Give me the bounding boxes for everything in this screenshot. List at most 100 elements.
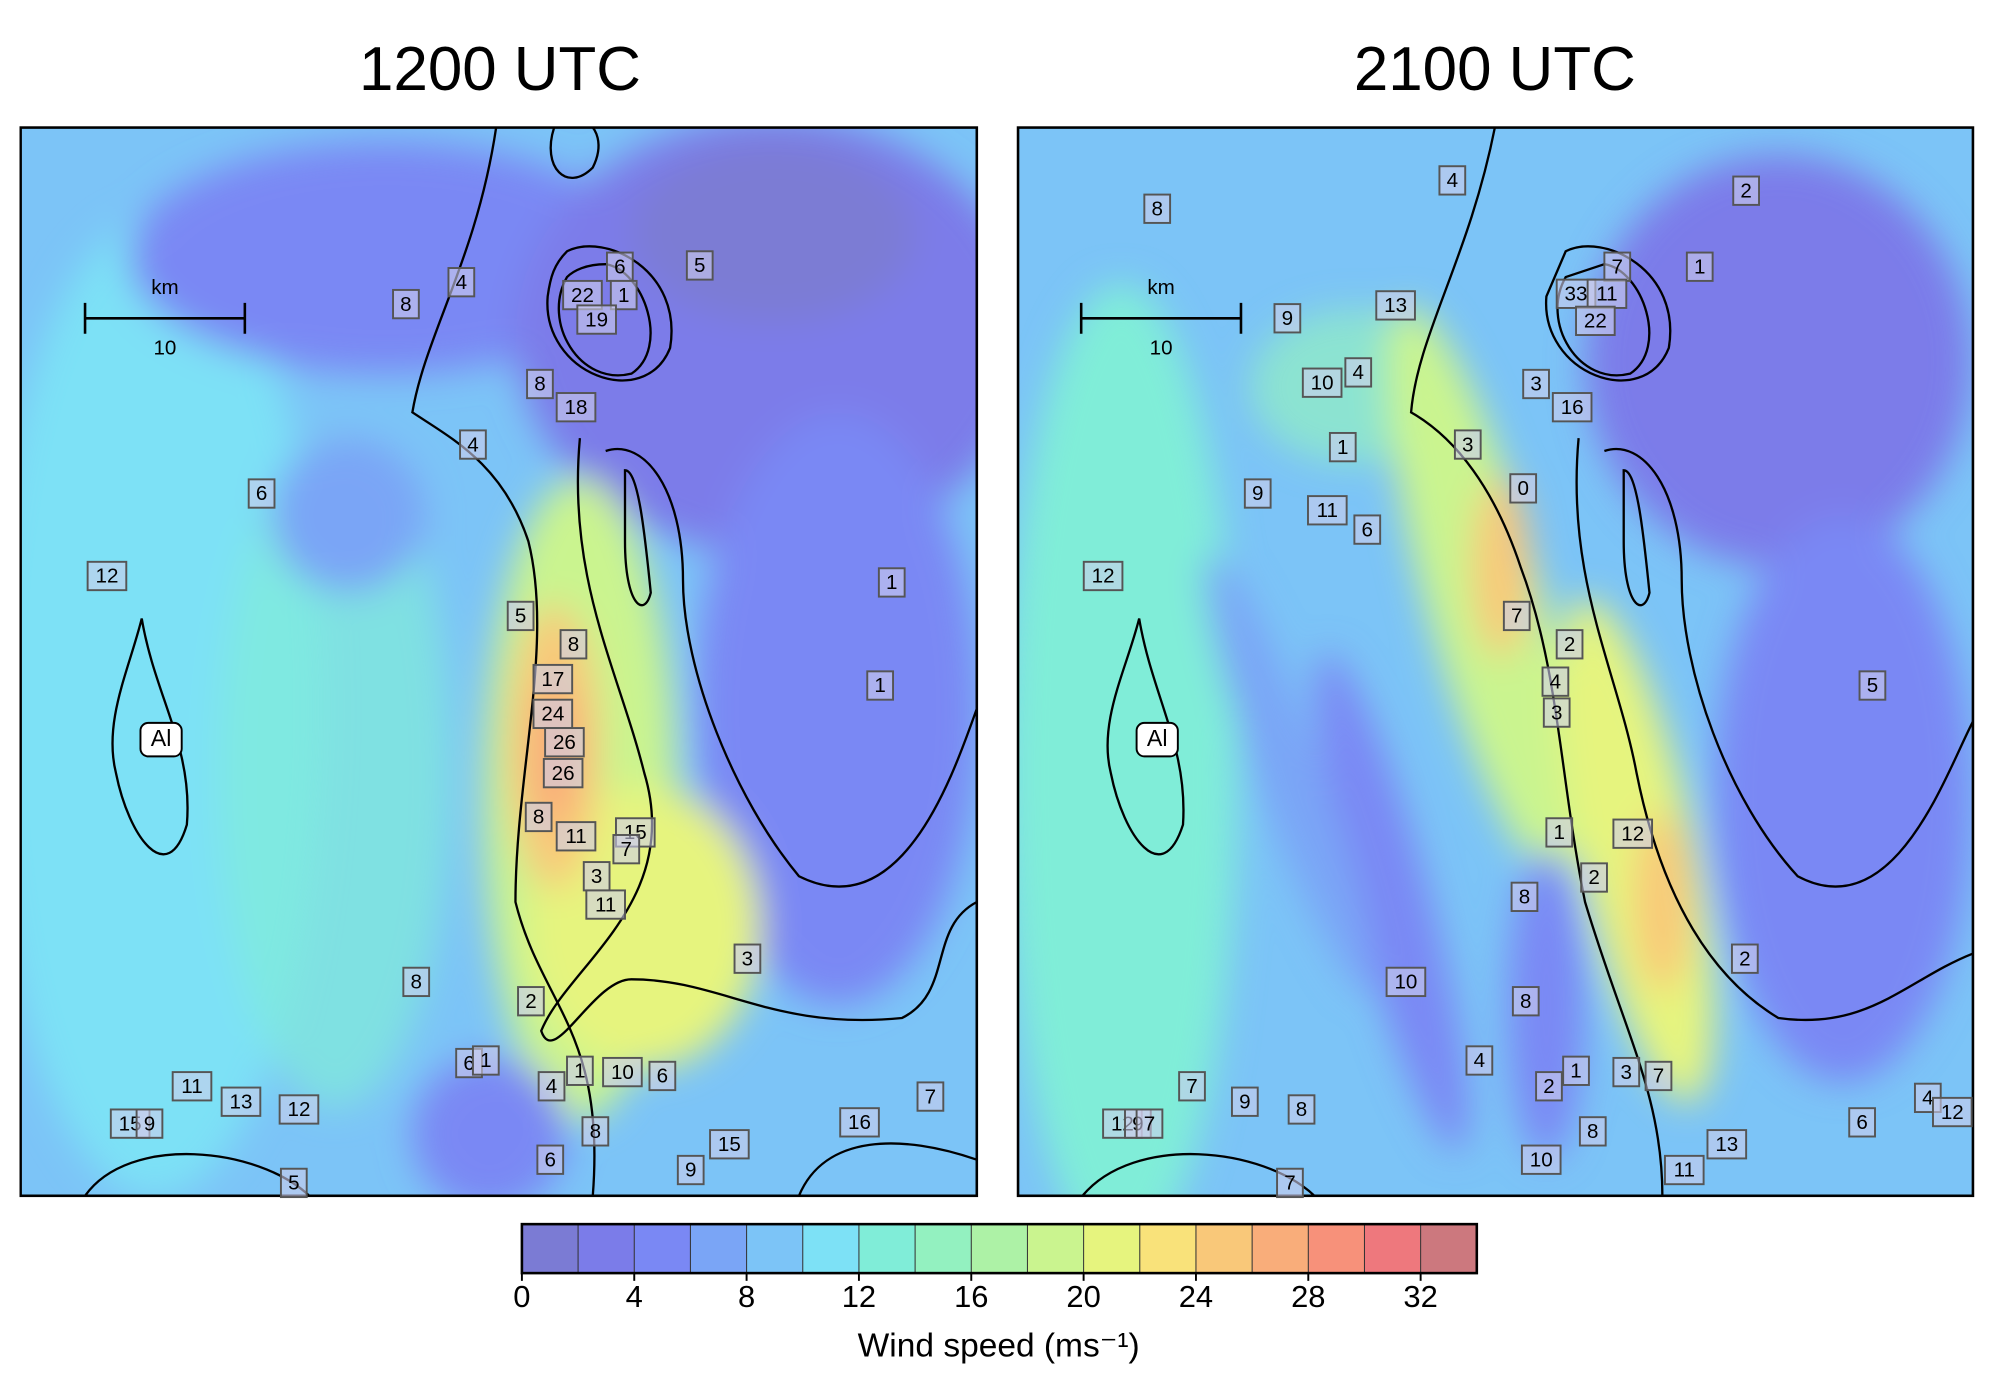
station-value: 22	[1584, 310, 1607, 333]
station-value: 11	[1596, 283, 1617, 306]
station-box	[1706, 1129, 1748, 1160]
station-box	[676, 1154, 705, 1186]
station-value: 10	[1530, 1148, 1553, 1171]
station-value: 3	[1462, 433, 1473, 456]
station-box	[1732, 175, 1760, 206]
station-box	[1575, 305, 1616, 336]
site-marker	[1135, 721, 1179, 758]
station-box	[1612, 818, 1654, 849]
station-box	[1135, 1108, 1164, 1139]
colorbar-bin	[1195, 1224, 1253, 1274]
colorbar-tick-label: 20	[1066, 1279, 1100, 1314]
colorbar-tick-label: 16	[954, 1279, 988, 1314]
station-box	[1644, 1060, 1673, 1092]
station-box	[1509, 473, 1538, 504]
colorbar-tick-label: 12	[842, 1279, 876, 1314]
station-value: 8	[590, 1120, 601, 1143]
station-value: 4	[1474, 1049, 1485, 1072]
station-box	[171, 1071, 213, 1102]
station-box	[1143, 193, 1172, 224]
station-box	[392, 288, 420, 320]
station-box	[1932, 1096, 1973, 1128]
station-value: 6	[1362, 518, 1373, 541]
station-box	[1685, 251, 1714, 282]
station-box	[1612, 1056, 1641, 1088]
station-box	[1344, 357, 1373, 388]
station-value: 26	[552, 762, 575, 785]
colorbar: 0 4 8 12 16 20 24 28 32	[513, 1222, 1479, 1314]
station-value: 6	[256, 482, 267, 505]
station-box	[526, 368, 554, 400]
station-value: 33	[1565, 283, 1588, 306]
station-box	[585, 889, 626, 920]
station-box	[1438, 165, 1467, 196]
station-value: 3	[1530, 373, 1541, 396]
station-box	[1730, 943, 1759, 974]
station-value: 2	[1564, 633, 1575, 656]
station-value: 4	[1447, 169, 1458, 192]
station-box	[1541, 666, 1570, 697]
wind-field	[20, 127, 977, 1196]
station-value: 12	[1092, 565, 1115, 588]
station-box	[1243, 478, 1272, 509]
station-box	[1082, 560, 1124, 592]
station-value: 13	[1384, 294, 1407, 317]
station-value: 7	[925, 1085, 936, 1108]
station-value: 2	[525, 990, 536, 1013]
station-box	[602, 1056, 643, 1088]
station-value: 9	[1252, 482, 1263, 505]
station-value: 2	[1543, 1075, 1554, 1098]
station-box	[877, 567, 906, 598]
station-box	[566, 1055, 594, 1086]
colorbar-bin	[746, 1224, 803, 1274]
station-value: 10	[1394, 971, 1417, 994]
station-box	[544, 727, 585, 758]
station-value: 1	[1694, 255, 1705, 278]
station-value: 1	[480, 1049, 491, 1072]
station-box	[1230, 1086, 1259, 1117]
station-box	[471, 1045, 500, 1076]
station-value: 8	[534, 373, 545, 396]
station-box	[1465, 1045, 1494, 1076]
station-value: 6	[545, 1148, 556, 1171]
station-box	[506, 600, 535, 632]
station-value: 8	[1151, 197, 1162, 220]
station-box	[1178, 1071, 1206, 1102]
station-box	[648, 1060, 677, 1092]
station-box	[1510, 881, 1539, 912]
scale-length: 10	[153, 337, 176, 360]
station-value: 1	[618, 284, 629, 307]
station-box	[1551, 392, 1593, 423]
station-box	[576, 304, 617, 335]
station-value: 1	[574, 1060, 585, 1083]
station-value: 3	[591, 865, 602, 888]
panel-frame	[1016, 126, 1975, 1198]
station-box	[866, 670, 895, 701]
station-value: 15	[718, 1133, 741, 1156]
station-box	[1542, 697, 1571, 728]
station-value: 10	[611, 1061, 634, 1084]
colorbar-bin	[915, 1224, 972, 1274]
station-value: 8	[1296, 1098, 1307, 1121]
colorbar-bin	[802, 1224, 859, 1274]
station-box	[135, 1108, 164, 1139]
station-value: 13	[1715, 1133, 1738, 1156]
station-value: 5	[515, 605, 526, 628]
station-value: 6	[1856, 1111, 1867, 1134]
scale-length: 10	[1150, 337, 1173, 360]
station-box	[1307, 495, 1348, 526]
station-box	[402, 966, 431, 998]
station-value: 3	[1551, 701, 1562, 724]
colorbar-bin	[690, 1224, 747, 1274]
station-value: 4	[1353, 361, 1364, 384]
station-box	[609, 279, 638, 311]
station-value: 12	[1621, 822, 1644, 845]
colorbar-bin	[858, 1224, 916, 1274]
station-value: 9	[685, 1159, 696, 1182]
panel-frame	[19, 126, 979, 1198]
station-box	[1522, 368, 1550, 400]
station-box	[1511, 986, 1540, 1017]
station-box	[532, 663, 574, 695]
station-value: 7	[1186, 1075, 1197, 1098]
station-value: 12	[287, 1098, 310, 1121]
